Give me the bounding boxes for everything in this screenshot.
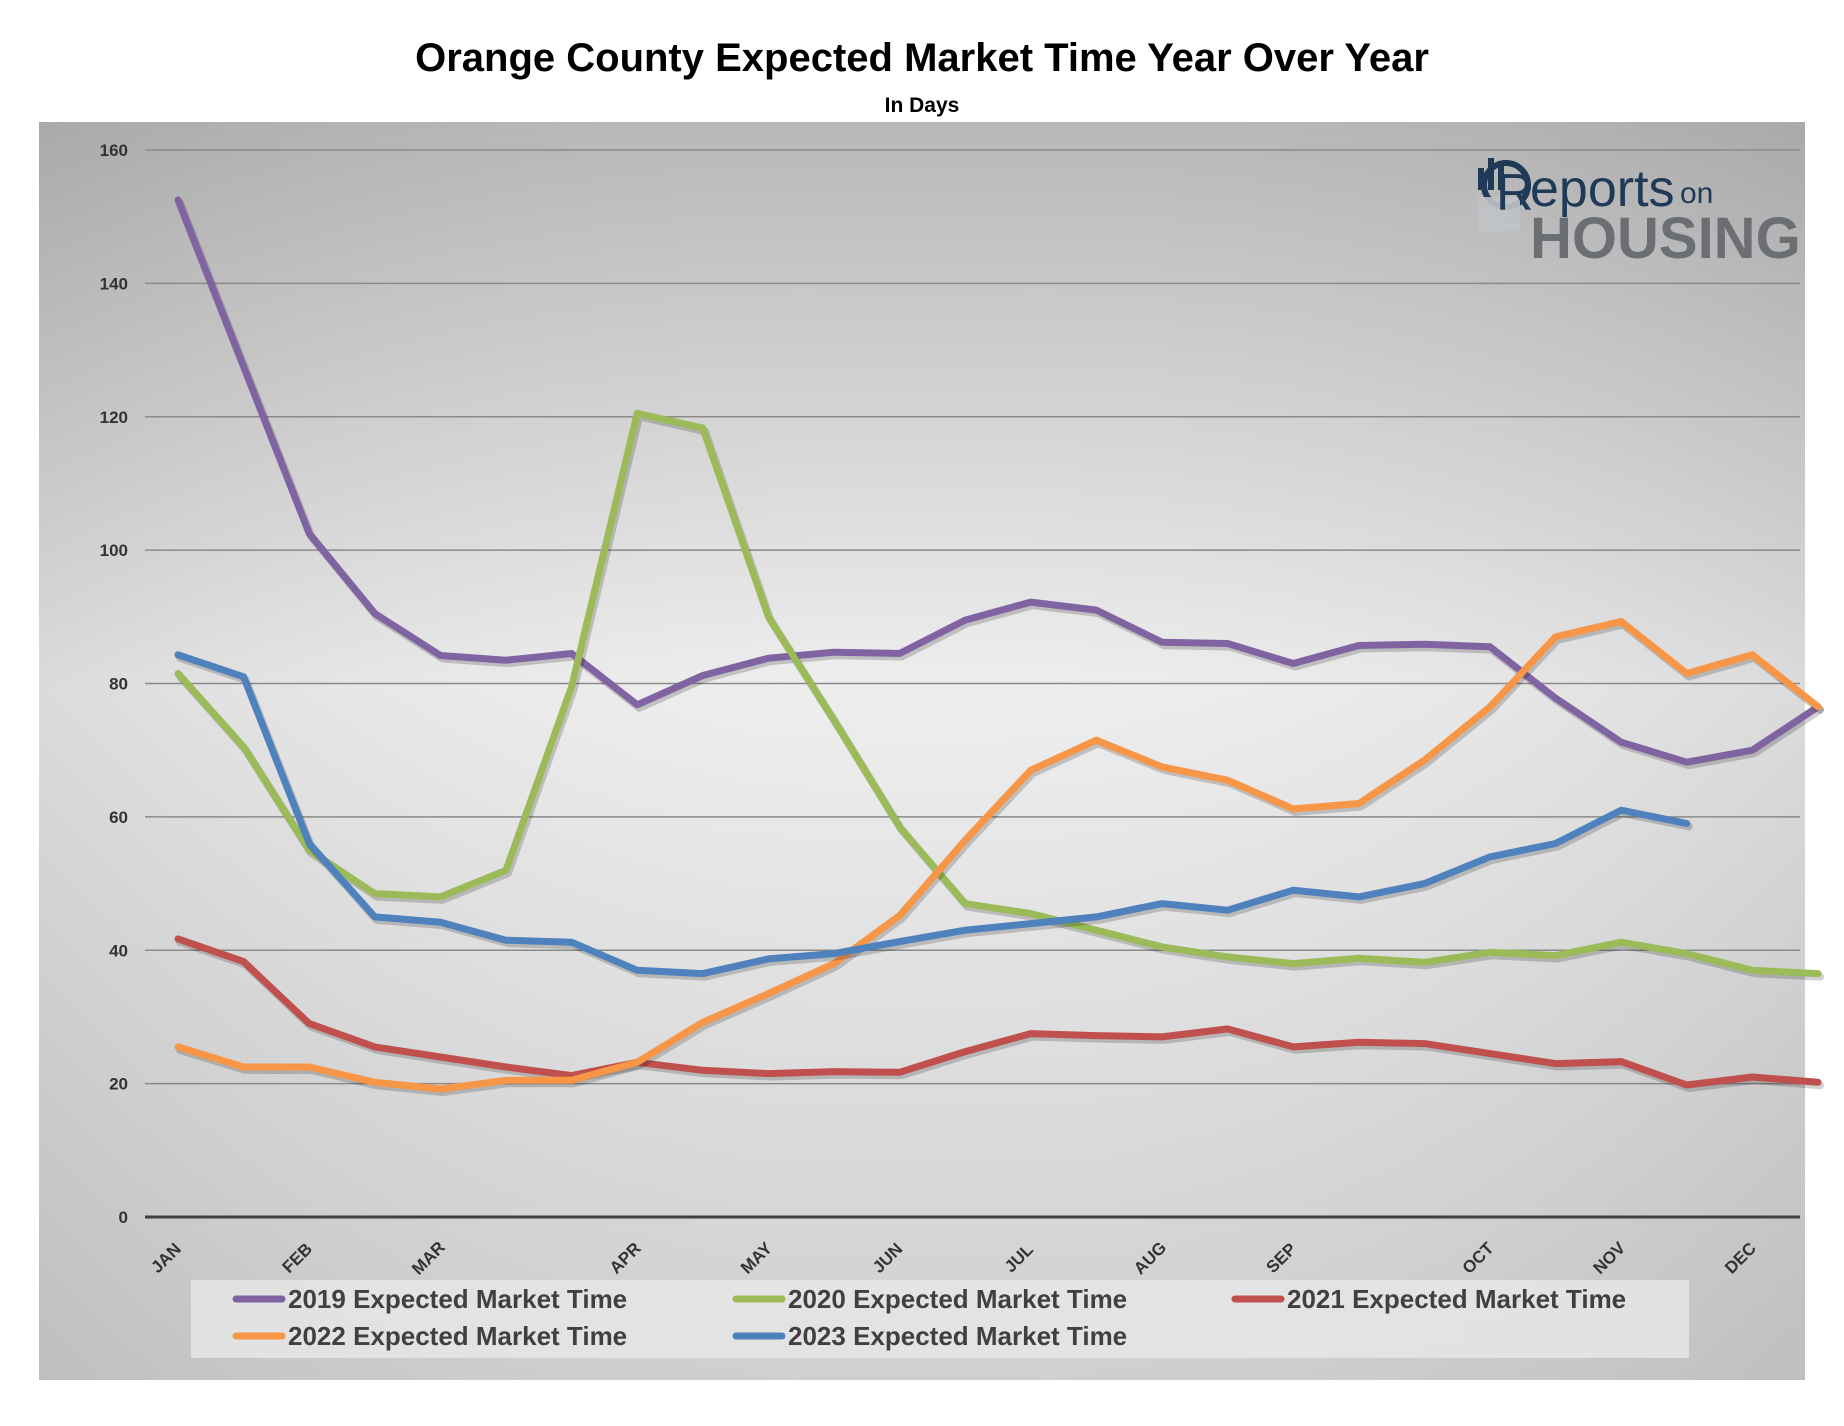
y-tick-label: 0 <box>119 1208 128 1227</box>
legend-label: 2022 Expected Market Time <box>288 1321 627 1351</box>
series-line-4 <box>174 651 1691 978</box>
y-tick-label: 20 <box>109 1075 128 1094</box>
logo-initial: R <box>1496 164 1534 222</box>
y-tick-label: 140 <box>100 274 128 293</box>
chart-bars-icon <box>1478 158 1504 190</box>
legend-label: 2023 Expected Market Time <box>788 1321 1127 1351</box>
y-tick-label: 60 <box>109 808 128 827</box>
plot-background-shade <box>39 122 1805 1380</box>
y-tick-label: 100 <box>100 541 128 560</box>
y-axis-ticks: 0 20 40 60 80 100 120 140 160 <box>100 141 128 1227</box>
reports-on-housing-logo: R eports on HOUSING <box>1478 158 1801 271</box>
y-tick-label: 40 <box>109 941 128 960</box>
series-line-3 <box>174 618 1822 1093</box>
legend-label: 2020 Expected Market Time <box>788 1284 1127 1314</box>
logo-gray-block <box>1478 197 1520 231</box>
series-lines <box>174 196 1824 1096</box>
legend-label: 2019 Expected Market Time <box>288 1284 627 1314</box>
series-line-2 <box>174 935 1822 1089</box>
y-tick-label: 80 <box>109 675 128 694</box>
chart-title: Orange County Expected Market Time Year … <box>415 36 1429 80</box>
legend-label: 2021 Expected Market Time <box>1287 1284 1626 1314</box>
logo-reports: eports <box>1530 160 1675 218</box>
y-tick-label: 160 <box>100 141 128 160</box>
y-tick-label: 120 <box>100 408 128 427</box>
series-line-0 <box>174 196 1822 766</box>
series-line-1 <box>174 409 1822 978</box>
gridlines <box>145 149 1800 1085</box>
chart-subtitle: In Days <box>884 94 960 117</box>
legend: 2019 Expected Market Time 2020 Expected M… <box>232 1284 1626 1351</box>
legend-box <box>191 1280 1689 1358</box>
logo-housing: HOUSING <box>1530 206 1801 271</box>
logo-on: on <box>1680 177 1713 210</box>
